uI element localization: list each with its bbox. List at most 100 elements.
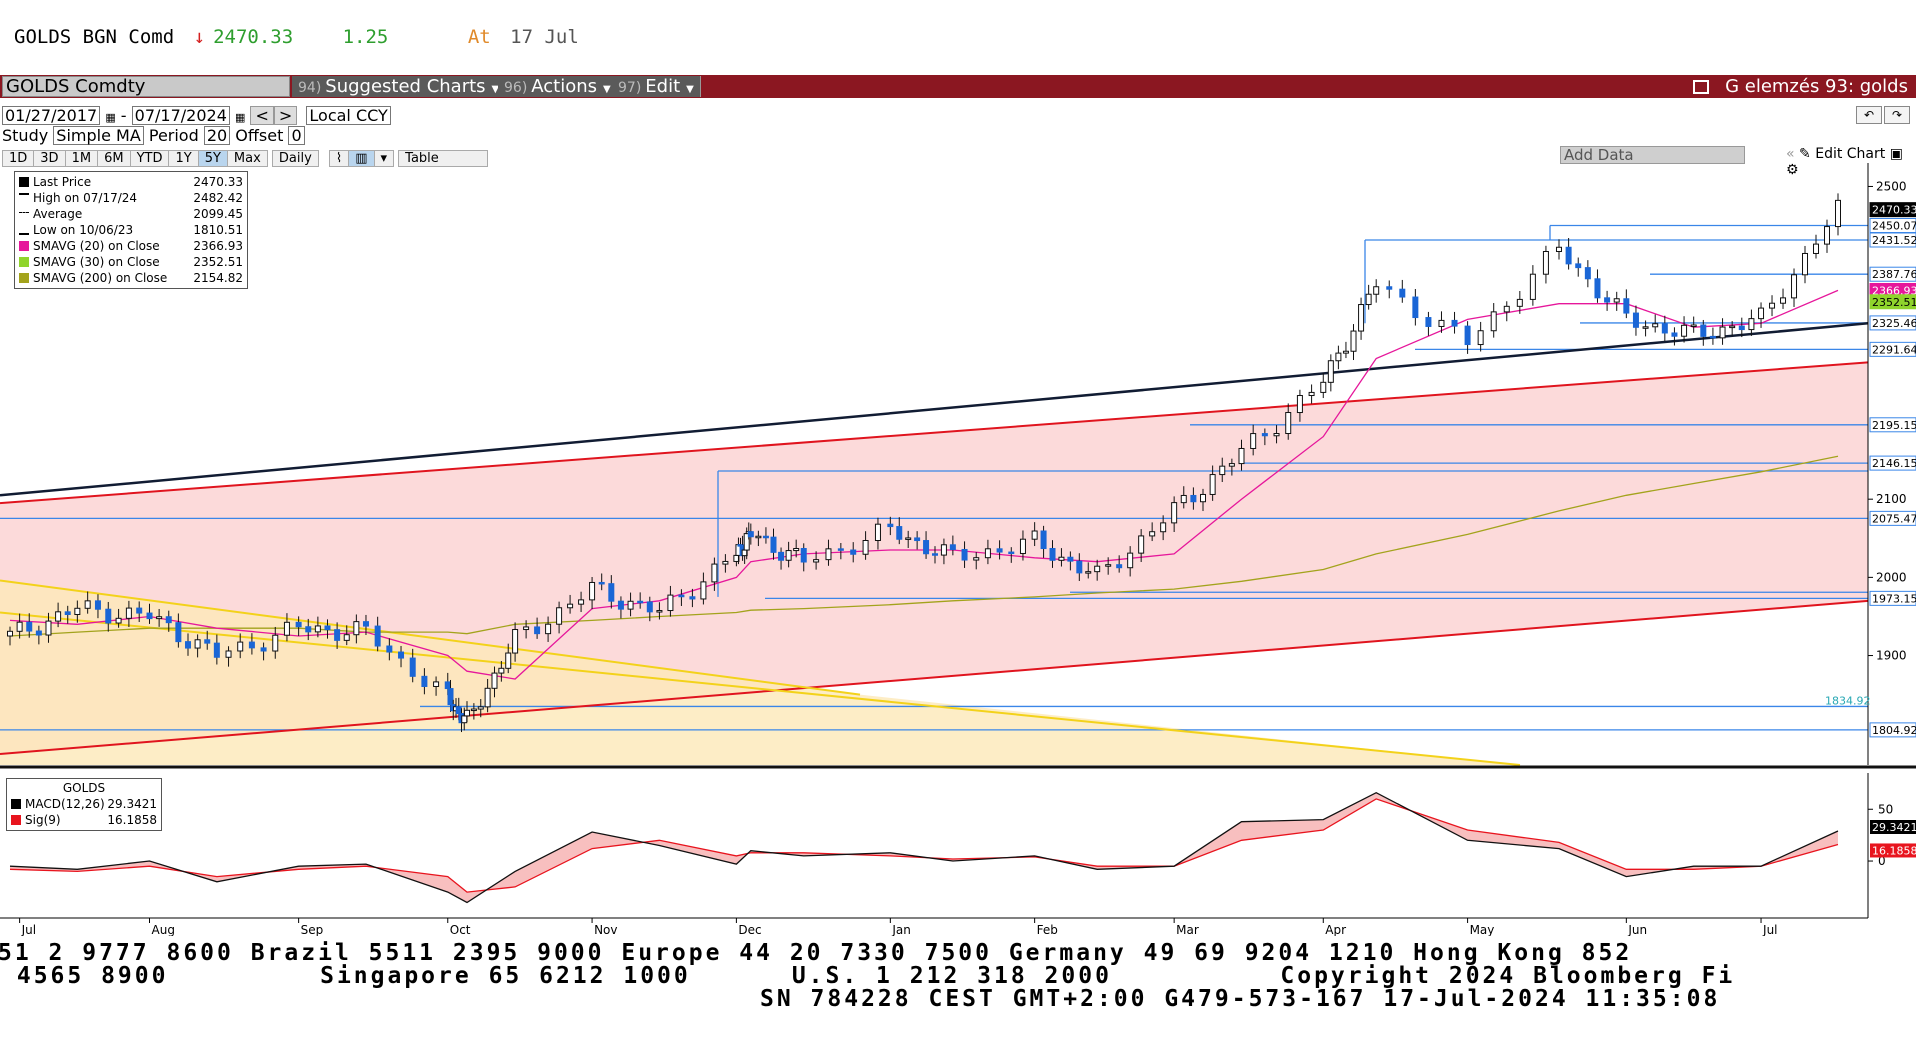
- candle-body: [1594, 278, 1601, 299]
- candle-body: [94, 600, 101, 610]
- candle-body: [1273, 433, 1280, 437]
- high-marker-icon: [19, 193, 29, 203]
- period-label: Period: [148, 126, 199, 145]
- candle-body: [1040, 530, 1047, 550]
- candle-body: [1824, 226, 1831, 245]
- candle-body: [961, 548, 968, 561]
- x-tick-label: Sep: [301, 923, 324, 936]
- candle-body: [1105, 564, 1112, 567]
- candle-body: [667, 594, 674, 612]
- legend-row: Last Price 2470.33: [19, 174, 243, 190]
- candle-body: [84, 600, 91, 609]
- currency-select[interactable]: Local CCY: [306, 106, 391, 125]
- candle-body: [589, 581, 596, 601]
- candle-body: [545, 623, 552, 635]
- frequency-select[interactable]: Daily: [271, 150, 319, 167]
- candle-body: [470, 708, 477, 712]
- study-select[interactable]: Simple MA: [53, 126, 144, 145]
- range-5y[interactable]: 5Y: [197, 150, 228, 167]
- price-chart[interactable]: 1900 2000 2100 2500 2470.33 2450.07 2431.52 238…: [0, 163, 1916, 936]
- candle-body: [16, 621, 23, 632]
- prev-period-button[interactable]: <: [250, 106, 274, 125]
- candle-body: [477, 706, 484, 710]
- range-3d[interactable]: 3D: [33, 150, 66, 167]
- macd-legend: GOLDS MACD(12,26) 29.3421 Sig(9) 16.1858: [6, 778, 162, 831]
- level-note: 1834.92: [1825, 694, 1871, 707]
- redo-icon[interactable]: ↷: [1884, 106, 1910, 124]
- end-date-field[interactable]: 07/17/2024: [131, 106, 230, 125]
- candle-body: [656, 610, 663, 613]
- candle-body: [598, 581, 605, 585]
- security-field[interactable]: GOLDS Comdty: [2, 76, 290, 97]
- candle-body: [175, 622, 182, 643]
- candle-body: [324, 625, 331, 631]
- legend-value: 16.1858: [107, 813, 157, 827]
- line-chart-icon[interactable]: ⌇: [328, 150, 350, 167]
- price-label: 2325.46: [1872, 317, 1916, 330]
- legend-row: Average 2099.45: [19, 206, 243, 222]
- candle-body: [1228, 463, 1235, 467]
- table-button[interactable]: Table: [398, 150, 489, 167]
- offset-input[interactable]: 0: [288, 126, 305, 145]
- candle-body: [1719, 326, 1726, 339]
- actions-menu[interactable]: 96) Actions ▼: [498, 76, 618, 97]
- x-tick-label: Jun: [1627, 923, 1647, 936]
- signal-swatch: [11, 815, 21, 825]
- candle-body: [1542, 251, 1549, 275]
- candle-body: [295, 621, 302, 628]
- share-icon[interactable]: [1693, 80, 1710, 94]
- price-label-box: [1869, 232, 1916, 248]
- candle-body: [115, 617, 122, 624]
- y-tick-label: 2100: [1876, 492, 1907, 506]
- calendar-icon[interactable]: ▦: [234, 111, 246, 124]
- candle-body: [1085, 571, 1092, 574]
- caret-down-icon: ▼: [491, 84, 500, 95]
- calendar-icon[interactable]: ▦: [105, 111, 116, 124]
- add-data-input[interactable]: Add Data: [1560, 146, 1745, 164]
- range-1d[interactable]: 1D: [2, 150, 35, 167]
- x-tick-label: Jan: [891, 923, 911, 936]
- candle-body: [484, 687, 491, 708]
- candle-body: [567, 603, 574, 609]
- gear-icon[interactable]: ⚙: [1786, 162, 1799, 178]
- candle-body: [825, 548, 832, 561]
- collapse-icon[interactable]: «: [1786, 146, 1795, 162]
- candle-body: [491, 672, 498, 689]
- candle-body: [1652, 323, 1659, 328]
- candle-body: [1149, 531, 1156, 537]
- window-title-label: G elemzés 93: golds: [1725, 76, 1908, 97]
- candle-body: [26, 621, 33, 632]
- candle-body: [637, 600, 644, 604]
- at-label: At: [467, 26, 491, 48]
- edit-chart-button[interactable]: « ✎ Edit Chart ▣ ⚙: [1786, 146, 1916, 178]
- x-tick-label: Apr: [1325, 923, 1346, 936]
- legend-row: MACD(12,26) 29.3421: [11, 796, 157, 812]
- price-label: 2470.33: [1872, 204, 1916, 217]
- legend-value: 2099.45: [193, 207, 243, 221]
- legend-row: Sig(9) 16.1858: [11, 812, 157, 828]
- wedge-upper-line: [0, 579, 861, 696]
- last-price-swatch: [19, 177, 29, 187]
- price-label: 2431.52: [1872, 234, 1916, 247]
- macd-label: 16.1858: [1872, 844, 1916, 857]
- range-1y[interactable]: 1Y: [168, 150, 199, 167]
- save-icon[interactable]: ▣: [1889, 146, 1903, 162]
- candle-body: [213, 642, 220, 658]
- range-max[interactable]: Max: [226, 150, 268, 167]
- edit-menu[interactable]: 97) Edit ▼: [612, 76, 701, 97]
- legend-value: 29.3421: [107, 797, 157, 811]
- period-input[interactable]: 20: [203, 126, 231, 145]
- undo-icon[interactable]: ↶: [1856, 106, 1882, 124]
- next-period-button[interactable]: >: [273, 106, 298, 125]
- candle-body: [334, 629, 341, 641]
- sma30-swatch: [19, 257, 29, 267]
- candle-body: [64, 611, 71, 615]
- suggested-charts-menu[interactable]: 94) Suggested Charts ▼: [292, 76, 507, 97]
- candle-body: [1219, 465, 1226, 476]
- start-date-field[interactable]: 01/27/2017: [2, 106, 101, 125]
- candle-body: [678, 594, 685, 598]
- candle-body: [700, 581, 707, 600]
- candle-body: [105, 608, 112, 624]
- last-price: 2470.33: [213, 26, 294, 48]
- window-title[interactable]: G elemzés 93: golds: [1693, 76, 1908, 97]
